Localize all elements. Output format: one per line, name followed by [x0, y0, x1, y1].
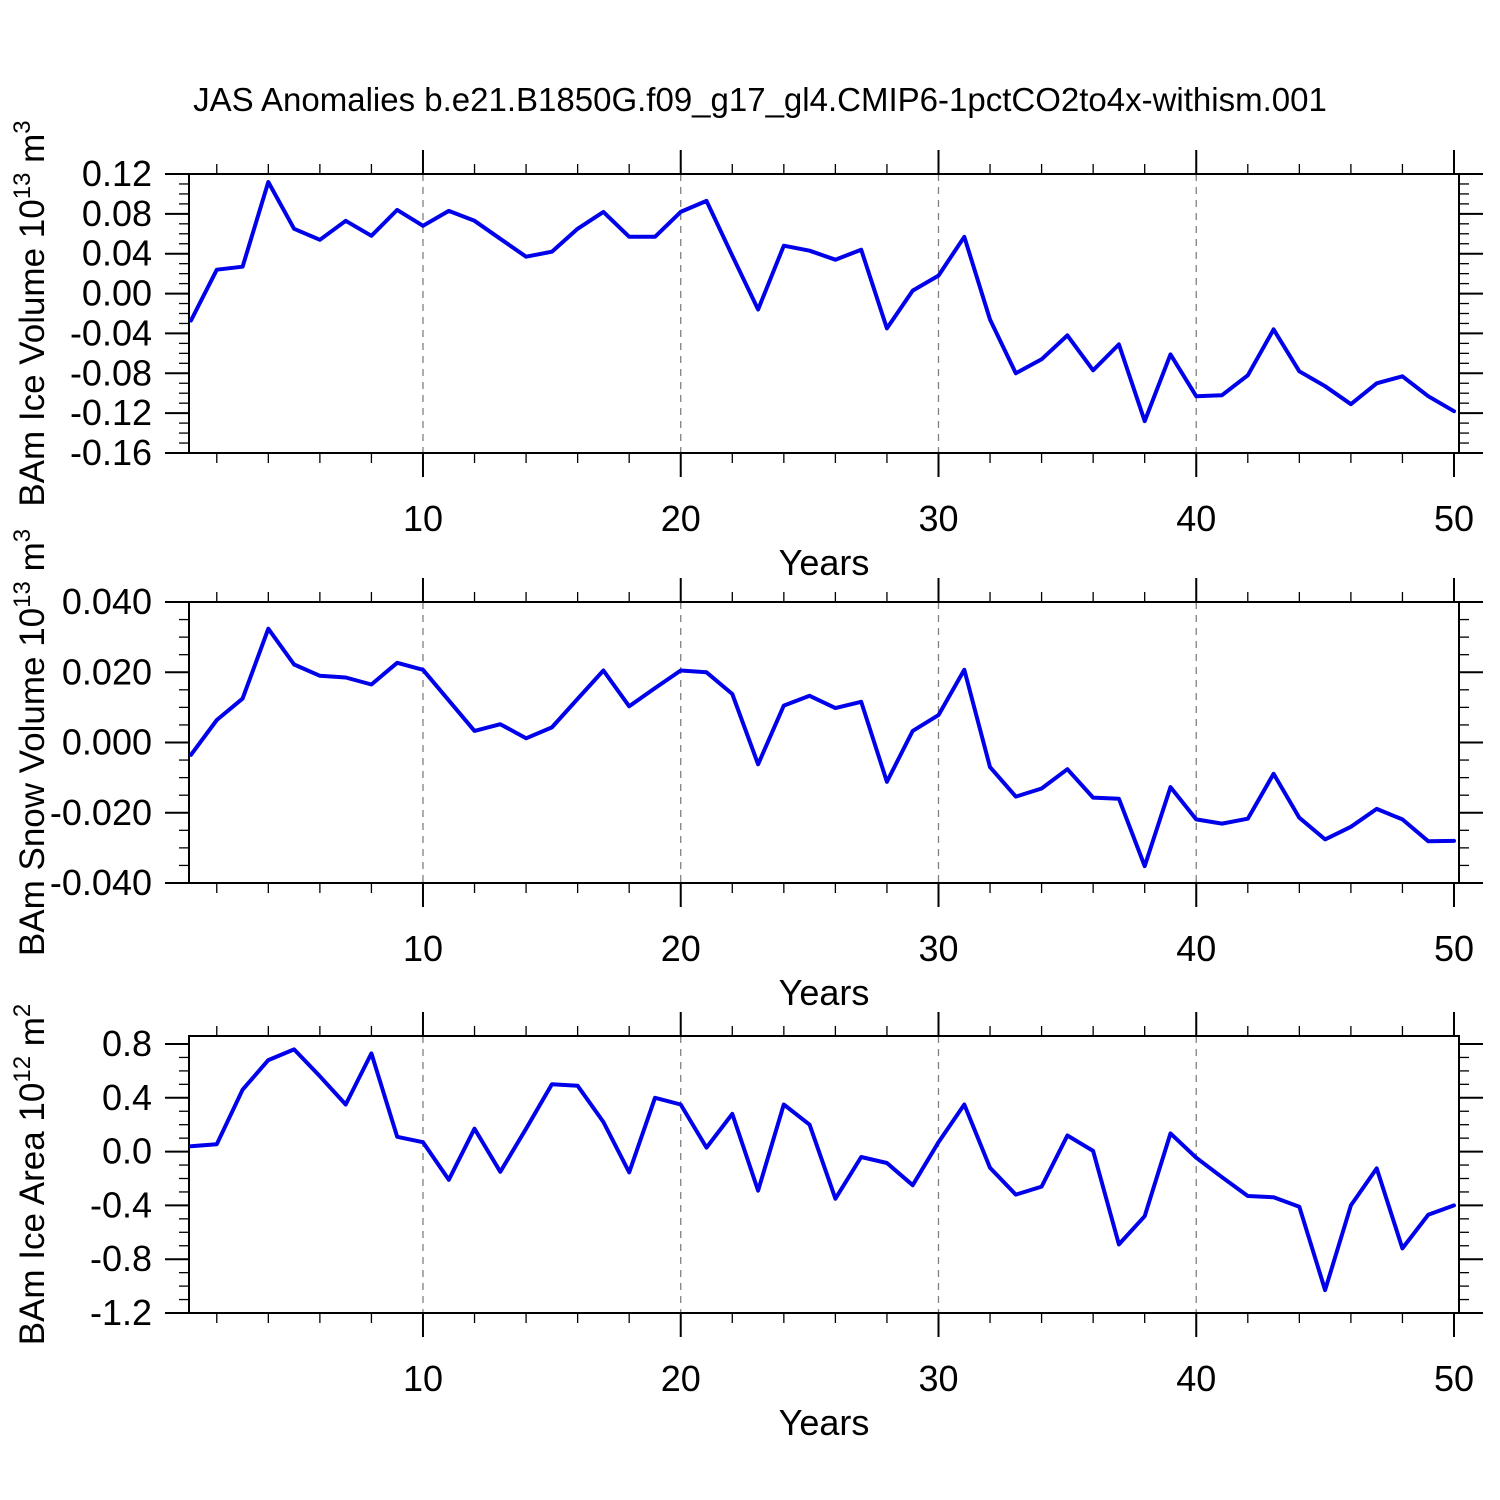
- y-tick-label: 0.08: [82, 193, 152, 234]
- y-tick-label: 0.8: [102, 1023, 152, 1064]
- x-tick-label: 20: [661, 498, 701, 539]
- data-line-snow-volume: [189, 626, 1456, 869]
- panel-snow-volume: 10 20 30 40 50 0.040 0.020 0.000 -0.020 -0.040 Yea…: [9, 529, 1483, 1013]
- x-tick-label: 30: [918, 1358, 958, 1399]
- x-tick-label: 10: [403, 928, 443, 969]
- y-tick-label: 0.040: [62, 581, 152, 622]
- x-tick-label: 20: [661, 928, 701, 969]
- x-axis-title: Years: [779, 542, 870, 583]
- y-tick-label: -0.12: [70, 392, 152, 433]
- x-axis-title: Years: [779, 972, 870, 1013]
- y-tick-label: 0.4: [102, 1077, 152, 1118]
- x-tick-label: 10: [403, 498, 443, 539]
- y-tick-label: 0.12: [82, 153, 152, 194]
- y-axis-title: BAm Ice Volume 1013 m3: [9, 120, 52, 506]
- panel-ice-area: 10 20 30 40 50 0.8 0.4 0.0 -0.4 -0.8 -1.2 Years BAm …: [9, 1004, 1483, 1443]
- y-tick-label: 0.04: [82, 233, 152, 274]
- data-line-ice-area: [189, 1047, 1456, 1293]
- x-tick-label: 40: [1176, 498, 1216, 539]
- plot-frame: [188, 1035, 1460, 1314]
- y-tick-label: 0.0: [102, 1131, 152, 1172]
- x-tick-label: 50: [1434, 498, 1474, 539]
- panel-ice-volume: 10 20 30 40 500.120.080.040.00-0.04-0.08-0.1…: [9, 120, 1483, 583]
- x-tick-label: 50: [1434, 928, 1474, 969]
- x-tick-label: 20: [661, 1358, 701, 1399]
- y-axis-title: BAm Ice Area 1012 m2: [9, 1004, 52, 1346]
- x-tick-label: 10: [403, 1358, 443, 1399]
- x-tick-label: 30: [918, 928, 958, 969]
- y-tick-label: 0.00: [82, 273, 152, 314]
- x-tick-label: 40: [1176, 928, 1216, 969]
- x-tick-label: 40: [1176, 1358, 1216, 1399]
- y-tick-label: 0.000: [62, 722, 152, 763]
- y-tick-label: 0.020: [62, 651, 152, 692]
- data-line-ice-volume: [189, 180, 1456, 424]
- x-tick-label: 50: [1434, 1358, 1474, 1399]
- y-tick-label: -1.2: [90, 1292, 152, 1333]
- x-axis-title: Years: [779, 1402, 870, 1443]
- y-tick-label: -0.020: [50, 792, 152, 833]
- y-axis-title: BAm Snow Volume 1013 m3: [9, 529, 52, 956]
- y-tick-label: -0.040: [50, 862, 152, 903]
- y-tick-label: -0.4: [90, 1184, 152, 1225]
- x-tick-label: 30: [918, 498, 958, 539]
- y-tick-label: -0.08: [70, 352, 152, 393]
- y-tick-label: -0.8: [90, 1238, 152, 1279]
- y-tick-label: -0.16: [70, 432, 152, 473]
- chart-title: JAS Anomalies b.e21.B1850G.f09_g17_gl4.C…: [193, 81, 1327, 118]
- y-tick-label: -0.04: [70, 312, 152, 353]
